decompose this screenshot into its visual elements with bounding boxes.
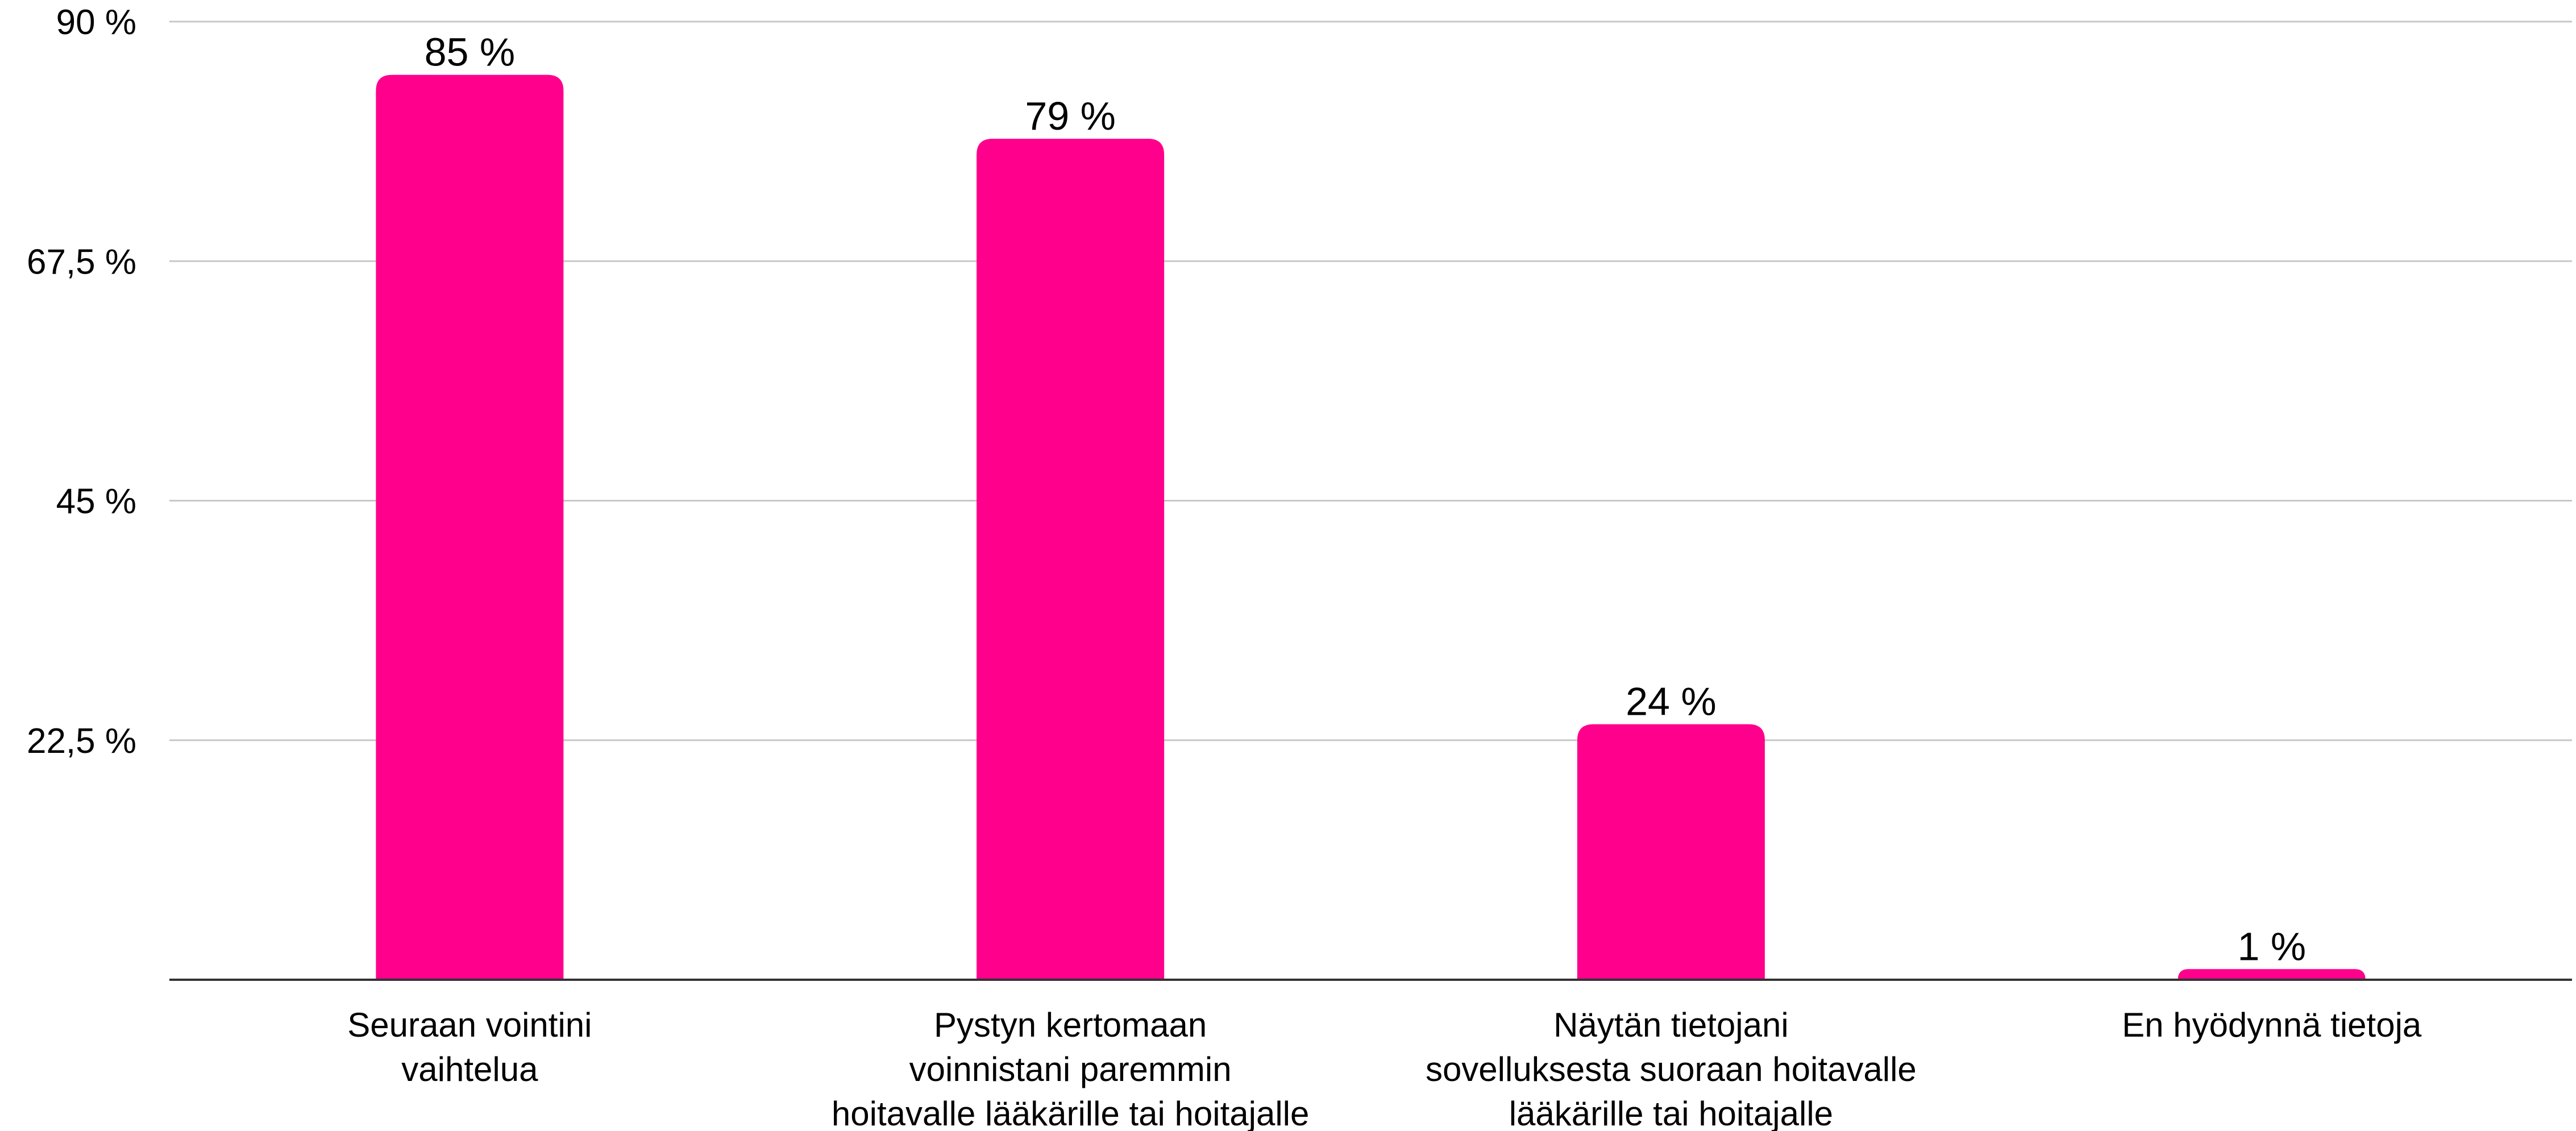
category-label-line: Näytän tietojani <box>1553 1006 1789 1044</box>
category-label-line: voinnistani paremmin <box>909 1050 1232 1088</box>
category-label-line: lääkärille tai hoitajalle <box>1509 1095 1833 1131</box>
y-axis-tick-labels: 90 % 67,5 % 45 % 22,5 % <box>27 3 136 761</box>
category-labels: Seuraan vointini vaihtelua Pystyn kertomaa… <box>347 1006 2422 1131</box>
category-label-line: hoitavalle lääkärille tai hoitajalle <box>832 1095 1310 1131</box>
y-tick-label: 22,5 % <box>27 722 136 761</box>
data-label: 79 % <box>1025 94 1116 138</box>
bar <box>2178 969 2366 980</box>
category-label: Pystyn kertomaan voinnistani paremmin hoit… <box>832 1006 1310 1131</box>
data-label: 1 % <box>2237 924 2306 968</box>
category-label-line: sovelluksesta suoraan hoitavalle <box>1426 1050 1917 1088</box>
category-label-line: En hyödynnä tietoja <box>2122 1006 2422 1044</box>
bar <box>977 138 1165 980</box>
bar <box>1577 724 1765 980</box>
category-label: Seuraan vointini vaihtelua <box>347 1006 592 1088</box>
data-label: 24 % <box>1626 680 1717 724</box>
bars <box>376 74 2366 980</box>
gridlines <box>169 20 2572 741</box>
category-label: Näytän tietojani sovelluksesta suoraan ho… <box>1426 1006 1917 1131</box>
category-label: En hyödynnä tietoja <box>2122 1006 2422 1044</box>
category-label-line: Pystyn kertomaan <box>934 1006 1207 1044</box>
category-label-line: Seuraan vointini <box>347 1006 592 1044</box>
y-tick-label: 67,5 % <box>27 242 136 281</box>
bar <box>376 74 564 980</box>
y-tick-label: 90 % <box>56 3 136 42</box>
data-label: 85 % <box>425 30 516 74</box>
data-labels: 85 % 79 % 24 % 1 % <box>425 30 2306 969</box>
category-label-line: vaihtelua <box>401 1050 538 1088</box>
y-tick-label: 45 % <box>56 482 136 521</box>
